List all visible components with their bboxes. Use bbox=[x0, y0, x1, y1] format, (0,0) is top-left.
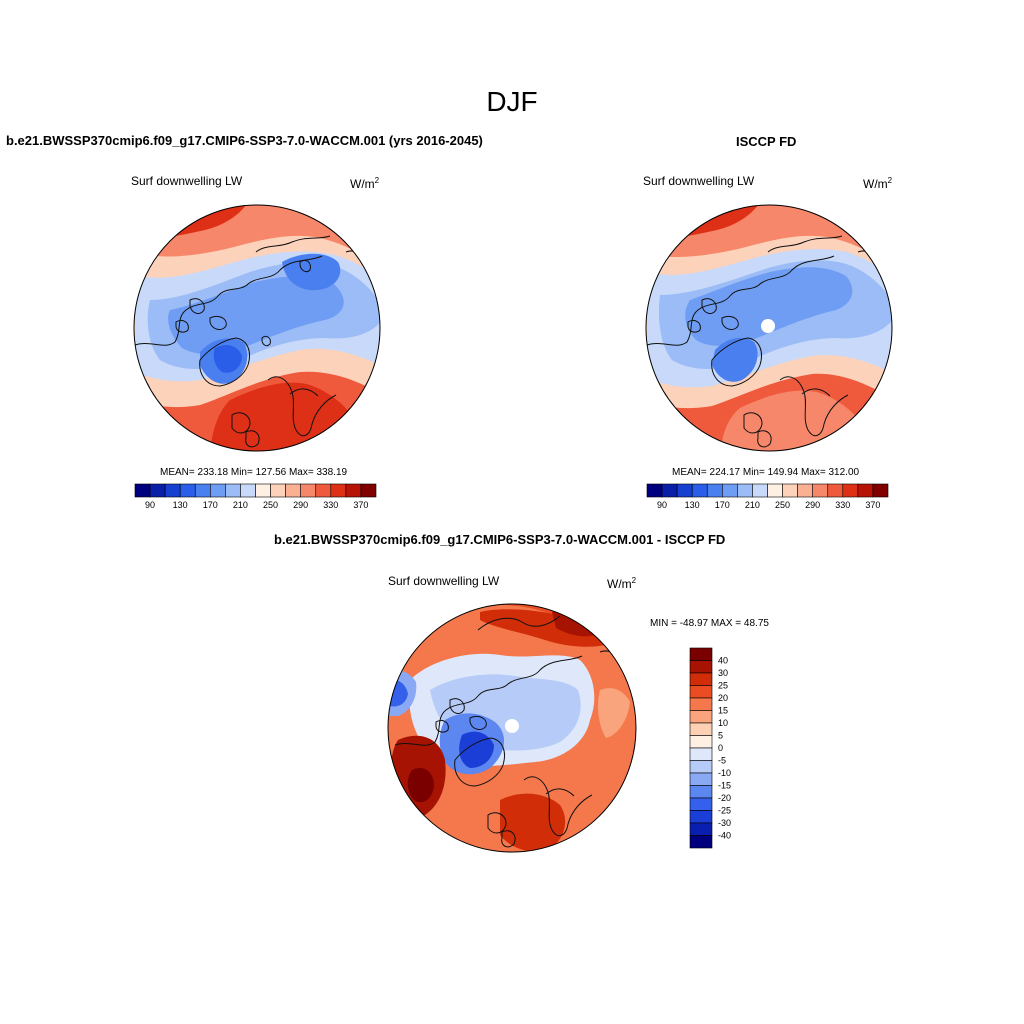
colorbar-box bbox=[827, 483, 844, 498]
colorbar-tick-label: 330 bbox=[835, 500, 850, 510]
panel-3-stats: MIN = -48.97 MAX = 48.75 bbox=[650, 618, 769, 629]
colorbar-box bbox=[210, 483, 226, 498]
colorbar-tick-label: -30 bbox=[718, 818, 731, 828]
colorbar-box bbox=[689, 785, 713, 799]
colorbar-tick-label: 25 bbox=[718, 681, 728, 691]
colorbar-tick-label: 210 bbox=[233, 500, 248, 510]
panel-2-colorbar: 90 130 170 210 250 290 330 370 bbox=[646, 483, 889, 510]
colorbar-tick-label: 40 bbox=[718, 656, 728, 666]
colorbar-tick-label: 30 bbox=[718, 668, 728, 678]
colorbar-box bbox=[315, 483, 332, 498]
colorbar-box bbox=[812, 483, 829, 498]
colorbar-box bbox=[752, 483, 768, 498]
colorbar-box bbox=[689, 722, 713, 736]
colorbar-box bbox=[689, 710, 713, 724]
panel-1-units: W/m2 bbox=[350, 176, 380, 191]
colorbar-tick-label: -20 bbox=[718, 793, 731, 803]
colorbar-tick-label: 250 bbox=[775, 500, 790, 510]
colorbar-tick-label: -15 bbox=[718, 781, 731, 791]
colorbar-box bbox=[689, 760, 713, 774]
colorbar-tick-label: 5 bbox=[718, 731, 723, 741]
colorbar-tick-label: 370 bbox=[353, 500, 368, 510]
panel-1-colorbar: 90 130 170 210 250 290 330 370 bbox=[134, 483, 377, 510]
colorbar-tick-label: 10 bbox=[718, 718, 728, 728]
colorbar-box bbox=[689, 822, 713, 836]
colorbar-box bbox=[767, 483, 783, 498]
colorbar-box bbox=[164, 483, 181, 498]
colorbar-box bbox=[689, 797, 713, 811]
colorbar-box bbox=[706, 483, 723, 498]
colorbar-box bbox=[857, 483, 874, 498]
colorbar-tick-label: -25 bbox=[718, 806, 731, 816]
colorbar-tick-label: 210 bbox=[745, 500, 760, 510]
panel-3-variable-label: Surf downwelling LW bbox=[388, 574, 500, 588]
colorbar-box bbox=[782, 483, 798, 498]
colorbar-box bbox=[255, 483, 271, 498]
colorbar-tick-label: 290 bbox=[293, 500, 308, 510]
colorbar-tick-label: -10 bbox=[718, 768, 731, 778]
panel-3-colorbar: 40 30 25 20 15 10 5 0 -5 -10 -15 -20 -25 -30 -40 bbox=[689, 647, 731, 849]
panel-2-map bbox=[645, 204, 893, 452]
colorbar-box bbox=[689, 647, 713, 661]
panel-1-title: b.e21.BWSSP370cmip6.f09_g17.CMIP6-SSP3-7… bbox=[6, 133, 483, 148]
figure-title: DJF bbox=[486, 86, 538, 117]
colorbar-box bbox=[676, 483, 693, 498]
colorbar-tick-label: 290 bbox=[805, 500, 820, 510]
colorbar-tick-label: 170 bbox=[203, 500, 218, 510]
panel-1-map bbox=[133, 204, 381, 452]
colorbar-box bbox=[689, 697, 713, 711]
colorbar-box bbox=[225, 483, 241, 498]
colorbar-box bbox=[194, 483, 211, 498]
colorbar-box bbox=[691, 483, 708, 498]
colorbar-tick-label: 330 bbox=[323, 500, 338, 510]
colorbar-box bbox=[689, 810, 713, 824]
colorbar-box bbox=[797, 483, 813, 498]
colorbar-box bbox=[300, 483, 317, 498]
colorbar-box bbox=[134, 483, 151, 498]
colorbar-tick-label: -5 bbox=[718, 756, 726, 766]
colorbar-box bbox=[661, 483, 678, 498]
colorbar-tick-label: 170 bbox=[715, 500, 730, 510]
colorbar-tick-label: 370 bbox=[865, 500, 880, 510]
colorbar-box bbox=[330, 483, 347, 498]
colorbar-box bbox=[689, 735, 713, 749]
colorbar-box bbox=[689, 660, 713, 674]
colorbar-tick-label: 130 bbox=[685, 500, 700, 510]
panel-2-variable-label: Surf downwelling LW bbox=[643, 174, 755, 188]
panel-3-units: W/m2 bbox=[607, 576, 637, 591]
colorbar-box bbox=[240, 483, 256, 498]
panel-3-title: b.e21.BWSSP370cmip6.f09_g17.CMIP6-SSP3-7… bbox=[274, 532, 726, 547]
colorbar-box bbox=[737, 483, 753, 498]
colorbar-tick-label: 20 bbox=[718, 693, 728, 703]
colorbar-box bbox=[285, 483, 301, 498]
colorbar-box bbox=[646, 483, 663, 498]
panel-2-units: W/m2 bbox=[863, 176, 893, 191]
colorbar-tick-label: 90 bbox=[657, 500, 667, 510]
colorbar-box bbox=[149, 483, 166, 498]
panel-2-title: ISCCP FD bbox=[736, 134, 797, 149]
colorbar-tick-label: 0 bbox=[718, 743, 723, 753]
panel-2-stats: MEAN= 224.17 Min= 149.94 Max= 312.00 bbox=[672, 467, 860, 478]
colorbar-box bbox=[689, 672, 713, 686]
colorbar-box bbox=[345, 483, 362, 498]
colorbar-box bbox=[842, 483, 859, 498]
panel-3-map bbox=[387, 603, 637, 853]
colorbar-box bbox=[360, 483, 377, 498]
colorbar-box bbox=[689, 835, 713, 849]
colorbar-tick-label: 90 bbox=[145, 500, 155, 510]
colorbar-tick-label: -40 bbox=[718, 831, 731, 841]
colorbar-tick-label: 250 bbox=[263, 500, 278, 510]
colorbar-box bbox=[689, 772, 713, 786]
colorbar-box bbox=[689, 747, 713, 761]
colorbar-box bbox=[722, 483, 738, 498]
colorbar-box bbox=[270, 483, 286, 498]
panel-1-stats: MEAN= 233.18 Min= 127.56 Max= 338.19 bbox=[160, 467, 348, 478]
panel-1-variable-label: Surf downwelling LW bbox=[131, 174, 243, 188]
colorbar-box bbox=[689, 685, 713, 699]
colorbar-tick-label: 15 bbox=[718, 706, 728, 716]
colorbar-box bbox=[872, 483, 889, 498]
colorbar-tick-label: 130 bbox=[173, 500, 188, 510]
colorbar-box bbox=[179, 483, 196, 498]
